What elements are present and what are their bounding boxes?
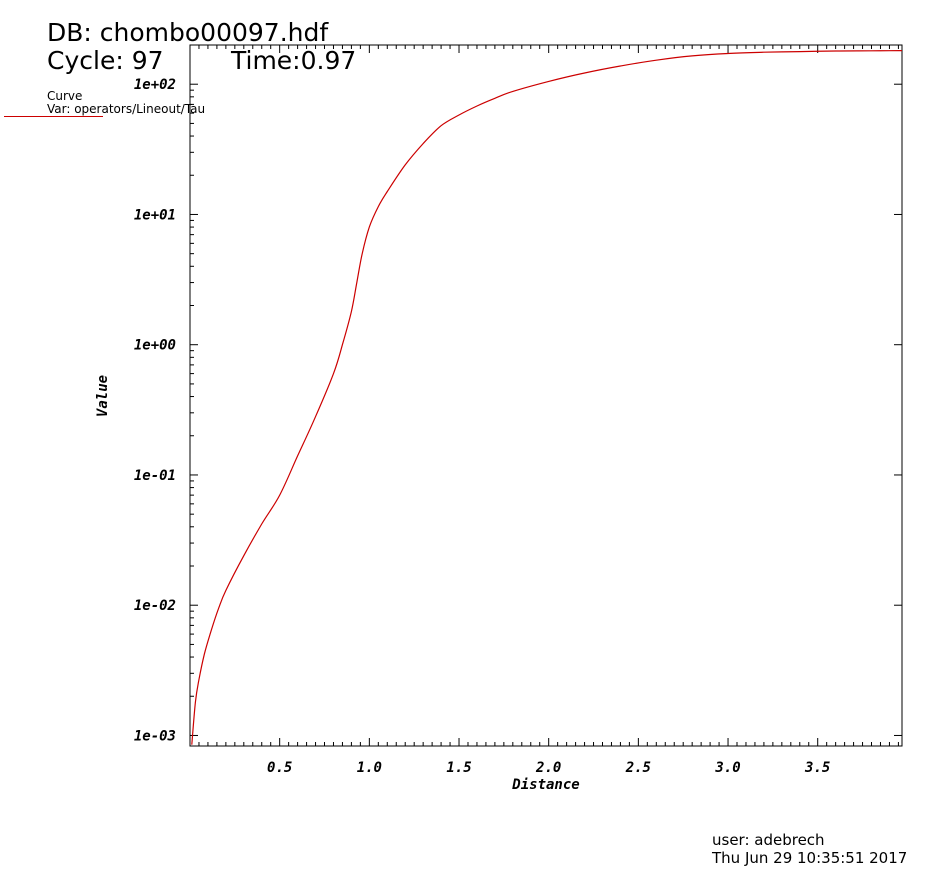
footer-user: user: adebrech: [712, 831, 825, 849]
footer-date: Thu Jun 29 10:35:51 2017: [712, 849, 908, 867]
y-axis-title: Value: [95, 375, 111, 417]
series-line: [191, 50, 903, 745]
y-tick-label: 1e-02: [134, 598, 176, 614]
x-tick-label: 1.0: [357, 760, 382, 776]
legend-line-swatch: [4, 116, 103, 117]
x-axis-title: Distance: [511, 777, 579, 793]
curve-layer: [191, 50, 903, 745]
legend-title: Curve: [47, 89, 83, 103]
y-tick-label: 1e+00: [134, 338, 176, 354]
x-tick-label: 3.5: [804, 760, 830, 776]
x-tick-label: 1.5: [446, 760, 471, 776]
x-tick-label: 3.0: [714, 760, 740, 776]
database-title: DB: chombo00097.hdf: [47, 18, 329, 47]
time-label: Time:0.97: [231, 46, 357, 75]
y-tick-label: 1e-01: [134, 468, 176, 484]
x-tick-label: 2.5: [625, 760, 651, 776]
y-tick-label: 1e-03: [134, 728, 176, 744]
legend-variable: Var: operators/Lineout/Tau: [47, 102, 206, 116]
plot-frame: [189, 44, 903, 747]
axis-ticks: 0.5 1.0 1.5 2.0 2.5 3.0 3.5 1e-03 1e-02 1e-01 1e+0…: [134, 44, 902, 776]
x-tick-label: 2.0: [535, 760, 561, 776]
y-tick-label: 1e+02: [134, 77, 176, 93]
plot-axes: [189, 44, 903, 747]
y-tick-label: 1e+01: [134, 207, 176, 223]
cycle-label: Cycle: 97: [47, 46, 164, 75]
x-tick-label: 0.5: [267, 760, 292, 776]
